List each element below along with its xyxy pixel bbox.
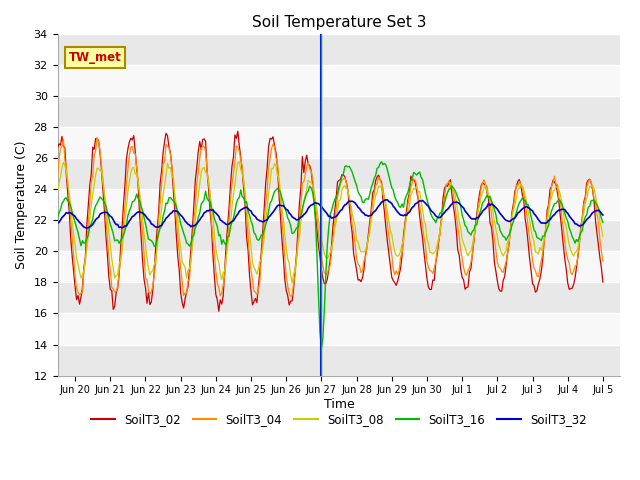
Bar [58, 127, 620, 158]
Bar [58, 96, 620, 127]
Y-axis label: Soil Temperature (C): Soil Temperature (C) [15, 141, 28, 269]
Bar [58, 313, 620, 345]
Bar [58, 158, 620, 189]
X-axis label: Time: Time [324, 398, 355, 411]
Bar [58, 220, 620, 252]
Bar [58, 65, 620, 96]
Title: Soil Temperature Set 3: Soil Temperature Set 3 [252, 15, 426, 30]
Bar [58, 282, 620, 313]
Bar [58, 34, 620, 65]
Bar [58, 189, 620, 220]
Bar [58, 252, 620, 282]
Legend: SoilT3_02, SoilT3_04, SoilT3_08, SoilT3_16, SoilT3_32: SoilT3_02, SoilT3_04, SoilT3_08, SoilT3_… [86, 409, 591, 431]
Bar [58, 345, 620, 375]
Text: TW_met: TW_met [68, 51, 122, 64]
